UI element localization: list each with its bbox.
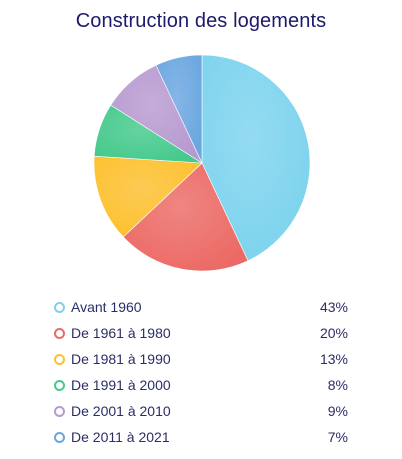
chart-title: Construction des logements (75, 10, 327, 32)
legend-value: 8% (327, 377, 348, 393)
pie-slice-1[interactable] (201, 54, 311, 262)
legend-value: 20% (319, 325, 348, 341)
legend-item[interactable]: De 1981 à 1990 13% (54, 346, 348, 372)
legend: Avant 1960 43% De 1961 à 1980 20% De 1981 à … (54, 294, 348, 450)
legend-label: De 2001 à 2010 (71, 403, 171, 419)
legend-item[interactable]: De 1991 à 2000 8% (54, 372, 348, 398)
legend-label: De 1981 à 1990 (71, 351, 171, 367)
legend-label: De 1961 à 1980 (71, 325, 171, 341)
legend-label: De 1991 à 2000 (71, 377, 171, 393)
pie-slice-3[interactable] (93, 155, 203, 238)
legend-item[interactable]: Avant 1960 43% (54, 294, 348, 320)
legend-label: De 2011 à 2021 (71, 429, 170, 445)
pie-chart (91, 52, 313, 274)
legend-marker-icon (54, 327, 65, 339)
legend-marker-icon (54, 405, 65, 417)
pie-slice-6[interactable] (155, 54, 203, 164)
legend-marker-icon (54, 431, 65, 443)
pie-svg (93, 54, 311, 272)
pie-slice-2[interactable] (122, 162, 249, 272)
legend-value: 43% (319, 299, 348, 315)
legend-item[interactable]: De 2011 à 2021 7% (54, 424, 348, 450)
legend-value: 7% (327, 429, 348, 445)
legend-value: 9% (327, 403, 348, 419)
legend-marker-icon (54, 379, 65, 391)
legend-marker-icon (54, 353, 65, 365)
legend-marker-icon (54, 301, 65, 313)
legend-value: 13% (319, 351, 348, 367)
legend-label: Avant 1960 (71, 299, 142, 315)
legend-item[interactable]: De 1961 à 1980 20% (54, 320, 348, 346)
legend-item[interactable]: De 2001 à 2010 9% (54, 398, 348, 424)
